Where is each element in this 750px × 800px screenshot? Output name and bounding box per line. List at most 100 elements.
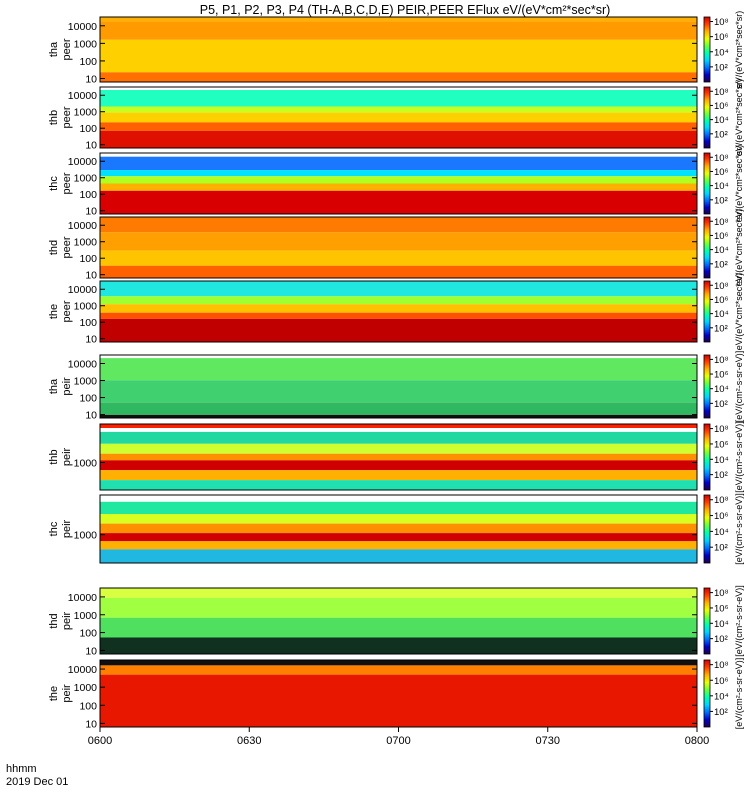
colorbar-tick-label: 10⁴ bbox=[714, 384, 729, 395]
y-tick-label: 10 bbox=[85, 270, 97, 282]
spectrogram-band bbox=[100, 39, 697, 73]
colorbar-tick-label: 10⁴ bbox=[714, 527, 729, 538]
colorbar-tick-label: 10⁴ bbox=[714, 691, 729, 702]
x-tick-label: 0800 bbox=[685, 735, 709, 747]
chart-title: P5, P1, P2, P3, P4 (TH-A,B,C,D,E) PEIR,P… bbox=[200, 3, 611, 17]
spectrogram-band bbox=[100, 443, 697, 454]
y-tick-label: 10000 bbox=[68, 220, 97, 232]
spectrogram-band bbox=[100, 176, 697, 184]
spectrogram-band bbox=[100, 674, 697, 727]
spectrogram-band bbox=[100, 296, 697, 305]
y-tick-label: 100 bbox=[79, 123, 97, 135]
spectrogram-band bbox=[100, 533, 697, 542]
spectrogram-band bbox=[100, 431, 697, 444]
colorbar bbox=[703, 86, 711, 149]
panel-label-probe: thb bbox=[48, 449, 60, 464]
colorbar-tick-label: 10⁸ bbox=[714, 153, 729, 164]
spectrogram-band bbox=[100, 250, 697, 266]
colorbar bbox=[703, 216, 711, 279]
panel-tha-peer: 10 100 1000 10000 tha peer bbox=[48, 16, 698, 85]
spectrogram-band bbox=[100, 597, 697, 618]
panel-frame bbox=[99, 587, 698, 655]
spectrogram-band bbox=[100, 17, 697, 22]
colorbar-tick-label: 10⁶ bbox=[714, 603, 729, 614]
colorbar bbox=[703, 16, 711, 83]
panel-frame bbox=[99, 494, 698, 564]
colorbar-tick-label: 10⁸ bbox=[714, 217, 729, 228]
spectrogram-band bbox=[100, 665, 697, 675]
spectrogram-band bbox=[100, 318, 697, 342]
colorbars: 10² 10⁴ 10⁶ 10⁸ eV/(eV*cm²*sec*sr) 10² 10⁴ 10⁶ 1… bbox=[703, 11, 744, 730]
y-tick-label: 1000 bbox=[74, 301, 98, 313]
y-tick-label: 1000 bbox=[74, 610, 98, 622]
y-tick-label: 10000 bbox=[68, 592, 97, 604]
spectrogram-band bbox=[100, 480, 697, 490]
spectrogram-band bbox=[100, 232, 697, 251]
spectrogram-band bbox=[100, 660, 697, 666]
colorbar-tick-label: 10² bbox=[714, 129, 728, 140]
panel-thd-peer: 10 100 1000 10000 thd peer bbox=[48, 216, 698, 282]
colorbar-tick-label: 10⁶ bbox=[714, 370, 729, 381]
spectrogram-band bbox=[100, 470, 697, 481]
panel-frame bbox=[99, 280, 698, 343]
colorbar-label: [eV/(cm²-s-sr-eV)] bbox=[734, 658, 744, 730]
spectrogram-band bbox=[100, 183, 697, 191]
colorbar-tick-label: 10⁸ bbox=[714, 355, 729, 366]
panel-frame bbox=[99, 354, 698, 419]
spectrogram-band bbox=[100, 414, 697, 419]
panel-frame bbox=[99, 423, 698, 491]
spectrogram-band bbox=[100, 72, 697, 83]
colorbar-tick-label: 10² bbox=[714, 259, 728, 270]
colorbar-tick-label: 10⁴ bbox=[714, 619, 729, 630]
date-label: 2019 Dec 01 bbox=[6, 776, 68, 788]
spectrogram-band bbox=[100, 514, 697, 524]
spectrogram-band bbox=[100, 380, 697, 403]
time-axis-label: hhmm bbox=[6, 763, 37, 775]
spectrogram-band bbox=[100, 495, 697, 502]
spectrogram-band bbox=[100, 217, 697, 233]
colorbar-label: [eV/(cm²-s-sr-eV)] bbox=[734, 351, 744, 423]
spectrogram-band bbox=[100, 106, 697, 113]
colorbar-tick-label: 10⁶ bbox=[714, 231, 729, 242]
spectrogram-band bbox=[100, 265, 697, 278]
panel-label-probe: thd bbox=[48, 240, 60, 255]
colorbar-tick-label: 10² bbox=[714, 62, 728, 73]
panel-frame bbox=[99, 216, 698, 279]
colorbar-tick-label: 10⁴ bbox=[714, 181, 729, 192]
colorbar-tick-label: 10⁸ bbox=[714, 17, 729, 28]
spectrogram-band bbox=[100, 190, 697, 214]
colorbar-label: eV/(eV*cm²*sec*sr) bbox=[734, 209, 744, 287]
colorbar-label: eV/(eV*cm²*sec*sr) bbox=[734, 11, 744, 89]
colorbar-tick-label: 10⁴ bbox=[714, 115, 729, 126]
spectrogram-band bbox=[100, 402, 697, 415]
colorbar bbox=[703, 659, 711, 728]
y-tick-label: 10 bbox=[85, 334, 97, 346]
y-tick-label: 10000 bbox=[68, 284, 97, 296]
panel-label-probe: thc bbox=[48, 521, 60, 536]
time-axis: 0600 0630 0700 0730 0800 bbox=[88, 727, 709, 747]
y-tick-label: 10 bbox=[85, 645, 97, 657]
colorbar-tick-label: 10⁶ bbox=[714, 295, 729, 306]
panel-the-peer: 10 100 1000 10000 the peer bbox=[48, 280, 698, 346]
colorbar-tick-label: 10⁸ bbox=[714, 424, 729, 435]
y-tick-label: 10000 bbox=[68, 359, 97, 371]
panel-label-probe: tha bbox=[48, 378, 60, 394]
y-tick-label: 10 bbox=[85, 140, 97, 152]
y-tick-label: 100 bbox=[79, 56, 97, 68]
panel-label-species: peir bbox=[61, 519, 73, 538]
panel-tha-peir: 10 100 1000 10000 tha peir bbox=[48, 354, 698, 422]
x-tick-label: 0730 bbox=[536, 735, 560, 747]
x-tick-label: 0700 bbox=[386, 735, 410, 747]
y-tick-label: 1000 bbox=[74, 237, 98, 249]
colorbar-label: [eV/(cm²-s-sr-eV)] bbox=[734, 585, 744, 657]
panel-label-species: peir bbox=[61, 447, 73, 466]
y-tick-label: 100 bbox=[79, 189, 97, 201]
y-tick-label: 10000 bbox=[68, 664, 97, 676]
y-tick-label: 100 bbox=[79, 317, 97, 329]
panel-label-species: peer bbox=[61, 172, 73, 194]
spectrogram-band bbox=[100, 130, 697, 148]
y-tick-label: 1000 bbox=[74, 38, 98, 50]
colorbar-tick-label: 10⁶ bbox=[714, 101, 729, 112]
panel-frame bbox=[99, 152, 698, 215]
